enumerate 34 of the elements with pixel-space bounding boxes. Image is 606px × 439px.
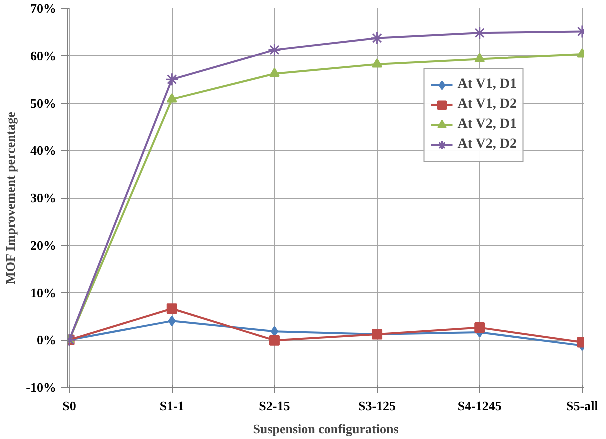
y-tick-label: 10% (30, 285, 56, 300)
point (473, 26, 487, 40)
legend-label: At V1, D1 (458, 77, 517, 93)
point (474, 322, 486, 334)
x-tick-label: S1-1 (160, 398, 184, 414)
point (370, 32, 384, 46)
point (372, 58, 383, 68)
point (166, 94, 178, 103)
x-tick-label: S4-1245 (458, 398, 502, 414)
x-axis-title: Suspension configurations (253, 422, 399, 436)
y-axis-title: MOF Improvement percentage (3, 112, 18, 284)
legend-label: At V2, D1 (458, 117, 517, 133)
legend-label: At V1, D2 (458, 97, 517, 113)
point (166, 304, 178, 314)
point (474, 53, 486, 63)
y-tick-label: 0% (37, 332, 56, 348)
y-tick-label: 70% (30, 1, 56, 16)
x-tick-label: S0 (62, 398, 76, 414)
x-tick-label: S3-125 (358, 398, 397, 414)
point (168, 316, 176, 326)
point (269, 335, 280, 346)
point (270, 326, 278, 337)
y-tick-label: 60% (30, 48, 56, 64)
point (165, 72, 179, 86)
x-tick-label: S2-15 (259, 398, 291, 414)
y-tick-label: 50% (30, 96, 56, 111)
y-tick-label: 40% (30, 143, 56, 158)
x-tick-label: S5-all (566, 398, 599, 414)
point (269, 68, 280, 78)
y-tick-label: 30% (30, 190, 56, 206)
point (268, 43, 282, 57)
legend-label: At V2, D2 (458, 137, 517, 153)
y-tick-label: 20% (30, 238, 56, 253)
y-tick-label: -10% (26, 380, 57, 395)
